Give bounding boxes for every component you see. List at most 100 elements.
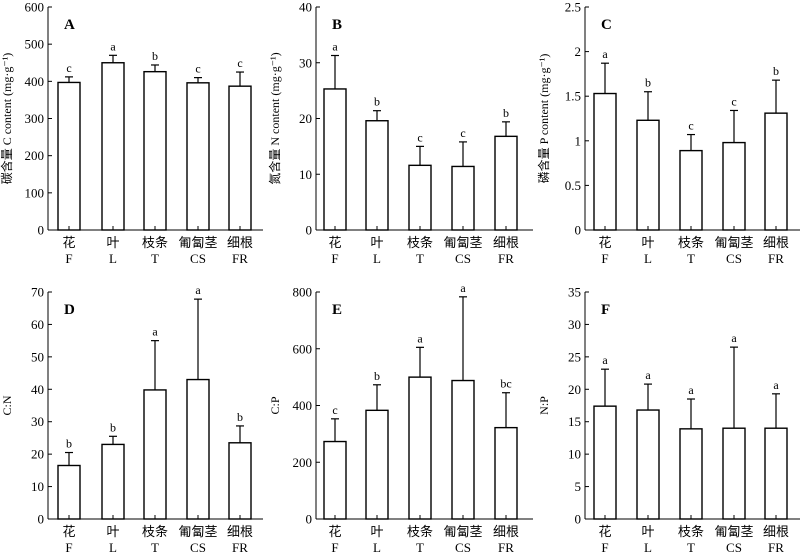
panel-b-y-axis-label: 氮含量 N content (mg·g⁻¹) xyxy=(267,52,282,184)
panel-c-y-tick-label: 2 xyxy=(575,44,582,59)
panel-a-y-tick-label: 400 xyxy=(25,74,45,89)
panel-f-sig-letter: a xyxy=(602,353,608,367)
panel-b-bar xyxy=(494,135,518,231)
panel-f-x-tick-label-cn: 细根 xyxy=(763,524,789,539)
panel-d-bar xyxy=(228,442,252,520)
panel-a-bar xyxy=(186,82,210,231)
panel-b-x-tick-label-cn: 枝条 xyxy=(407,235,433,250)
panel-c-x-tick-label-en: FR xyxy=(768,251,784,266)
panel-c-bar xyxy=(636,119,660,231)
panel-b-sig-letter: a xyxy=(332,40,338,54)
panel-c-x-tick-label-cn: 枝条 xyxy=(678,235,704,250)
panel-f-x-tick-label-en: L xyxy=(644,540,652,555)
panel-a-x-tick-label-cn: 花 xyxy=(62,235,75,250)
panel-d-x-tick-label-en: FR xyxy=(232,540,248,555)
panel-e-bar xyxy=(365,409,389,520)
panel-a-sig-letter: b xyxy=(152,49,158,63)
panel-e-bar xyxy=(408,376,432,520)
panel-e-sig-letter: b xyxy=(374,369,380,383)
panel-c-y-tick-label: 2.5 xyxy=(565,0,581,15)
panel-a-y-tick-label: 600 xyxy=(25,0,45,15)
panel-f-x-tick-label-en: F xyxy=(601,540,608,555)
panel-b-y-tick-label: 30 xyxy=(299,55,312,70)
panel-f-sig-letter: a xyxy=(773,378,779,392)
panel-f-x-tick-label-en: T xyxy=(687,540,695,555)
panel-b-y-tick-label: 0 xyxy=(306,223,313,238)
panel-f-y-axis-label: N:P xyxy=(537,396,551,415)
panel-c-sig-letter: b xyxy=(773,64,779,78)
panel-e-y-tick-label: 400 xyxy=(293,398,313,413)
panel-d-bar xyxy=(57,464,81,520)
panel-b-bar xyxy=(408,164,432,231)
panel-f-bar xyxy=(679,428,703,520)
panel-f-y-tick-label: 5 xyxy=(575,479,582,494)
panel-a-x-tick-label-cn: 枝条 xyxy=(142,235,168,250)
panel-e-y-tick-label: 0 xyxy=(306,512,313,527)
panel-b-sig-letter: c xyxy=(417,130,422,144)
panel-f-x-tick-label-en: FR xyxy=(768,540,784,555)
panel-d-x-tick-label-cn: 匍匐茎 xyxy=(178,524,217,539)
panel-d-x-tick-label-en: F xyxy=(65,540,72,555)
panel-f-y-tick-label: 15 xyxy=(568,414,581,429)
panel-a-bar xyxy=(101,62,125,231)
panel-c-y-axis-label: 磷含量 P content (mg·g⁻¹) xyxy=(536,54,551,184)
panel-f-sig-letter: a xyxy=(731,331,737,345)
panel-c-bar xyxy=(679,149,703,231)
panel-d-y-tick-label: 30 xyxy=(31,414,44,429)
panel-c-letter: C xyxy=(601,17,612,33)
panel-a-sig-letter: a xyxy=(110,39,116,53)
panel-a-x-tick-label-cn: 匍匐茎 xyxy=(178,235,217,250)
panel-d-bar xyxy=(101,443,125,520)
panel-d-y-tick-label: 10 xyxy=(31,479,44,494)
panel-c-sig-letter: a xyxy=(602,47,608,61)
panel-e-x-tick-label-cn: 枝条 xyxy=(407,524,433,539)
panel-a-y-tick-label: 100 xyxy=(25,185,45,200)
panel-b-x-tick-label-cn: 花 xyxy=(328,235,341,250)
panel-a-x-tick-label-en: FR xyxy=(232,251,248,266)
panel-e-y-tick-label: 200 xyxy=(293,455,313,470)
panel-b-x-tick-label-cn: 匍匐茎 xyxy=(443,235,482,250)
panel-b-sig-letter: c xyxy=(460,126,465,140)
panel-c-x-tick-label-en: L xyxy=(644,251,652,266)
panel-e-letter: E xyxy=(332,302,342,318)
panel-b-y-tick-label: 40 xyxy=(299,0,312,15)
panel-a-x-tick-label-en: CS xyxy=(190,251,206,266)
panel-d-x-tick-label-cn: 花 xyxy=(62,524,75,539)
panel-d-x-tick-label-cn: 细根 xyxy=(227,524,253,539)
panel-c-x-tick-label-en: F xyxy=(601,251,608,266)
panel-d-x-tick-label-en: CS xyxy=(190,540,206,555)
panel-e-sig-letter: c xyxy=(332,403,337,417)
panel-b-bar xyxy=(451,165,475,231)
panel-f-sig-letter: a xyxy=(645,368,651,382)
panel-d-sig-letter: b xyxy=(110,420,116,434)
panel-b-x-tick-label-en: FR xyxy=(498,251,514,266)
panel-d-y-tick-label: 60 xyxy=(31,317,44,332)
panel-c-y-tick-label: 0 xyxy=(575,223,582,238)
panel-d-bar xyxy=(143,389,167,520)
panel-b-bar xyxy=(365,120,389,231)
panel-a-x-tick-label-cn: 叶 xyxy=(106,235,119,250)
panel-d-y-tick-label: 20 xyxy=(31,447,44,462)
panel-a-x-tick-label-en: T xyxy=(151,251,159,266)
panel-d-sig-letter: a xyxy=(152,325,158,339)
panel-e-x-tick-label-cn: 匍匐茎 xyxy=(443,524,482,539)
panel-c-bar xyxy=(722,141,746,231)
panel-d-y-tick-label: 40 xyxy=(31,382,44,397)
panel-b-x-tick-label-cn: 细根 xyxy=(493,235,519,250)
panel-b-y-tick-label: 10 xyxy=(299,167,312,182)
panel-f-y-tick-label: 30 xyxy=(568,317,581,332)
panel-d-sig-letter: b xyxy=(66,437,72,451)
panel-e-bar xyxy=(323,440,347,520)
panel-a-x-tick-label-en: L xyxy=(109,251,117,266)
panel-a-sig-letter: c xyxy=(66,61,71,75)
panel-b-x-tick-label-cn: 叶 xyxy=(370,235,383,250)
panel-f-bar xyxy=(722,427,746,520)
panel-b-y-tick-label: 20 xyxy=(299,111,312,126)
panel-b-letter: B xyxy=(332,17,342,33)
panel-a-y-tick-label: 200 xyxy=(25,148,45,163)
panel-d-y-tick-label: 50 xyxy=(31,349,44,364)
panel-e-x-tick-label-en: CS xyxy=(455,540,471,555)
panel-d-x-tick-label-en: T xyxy=(151,540,159,555)
panel-a-sig-letter: c xyxy=(195,62,200,76)
panel-c-x-tick-label-en: T xyxy=(687,251,695,266)
